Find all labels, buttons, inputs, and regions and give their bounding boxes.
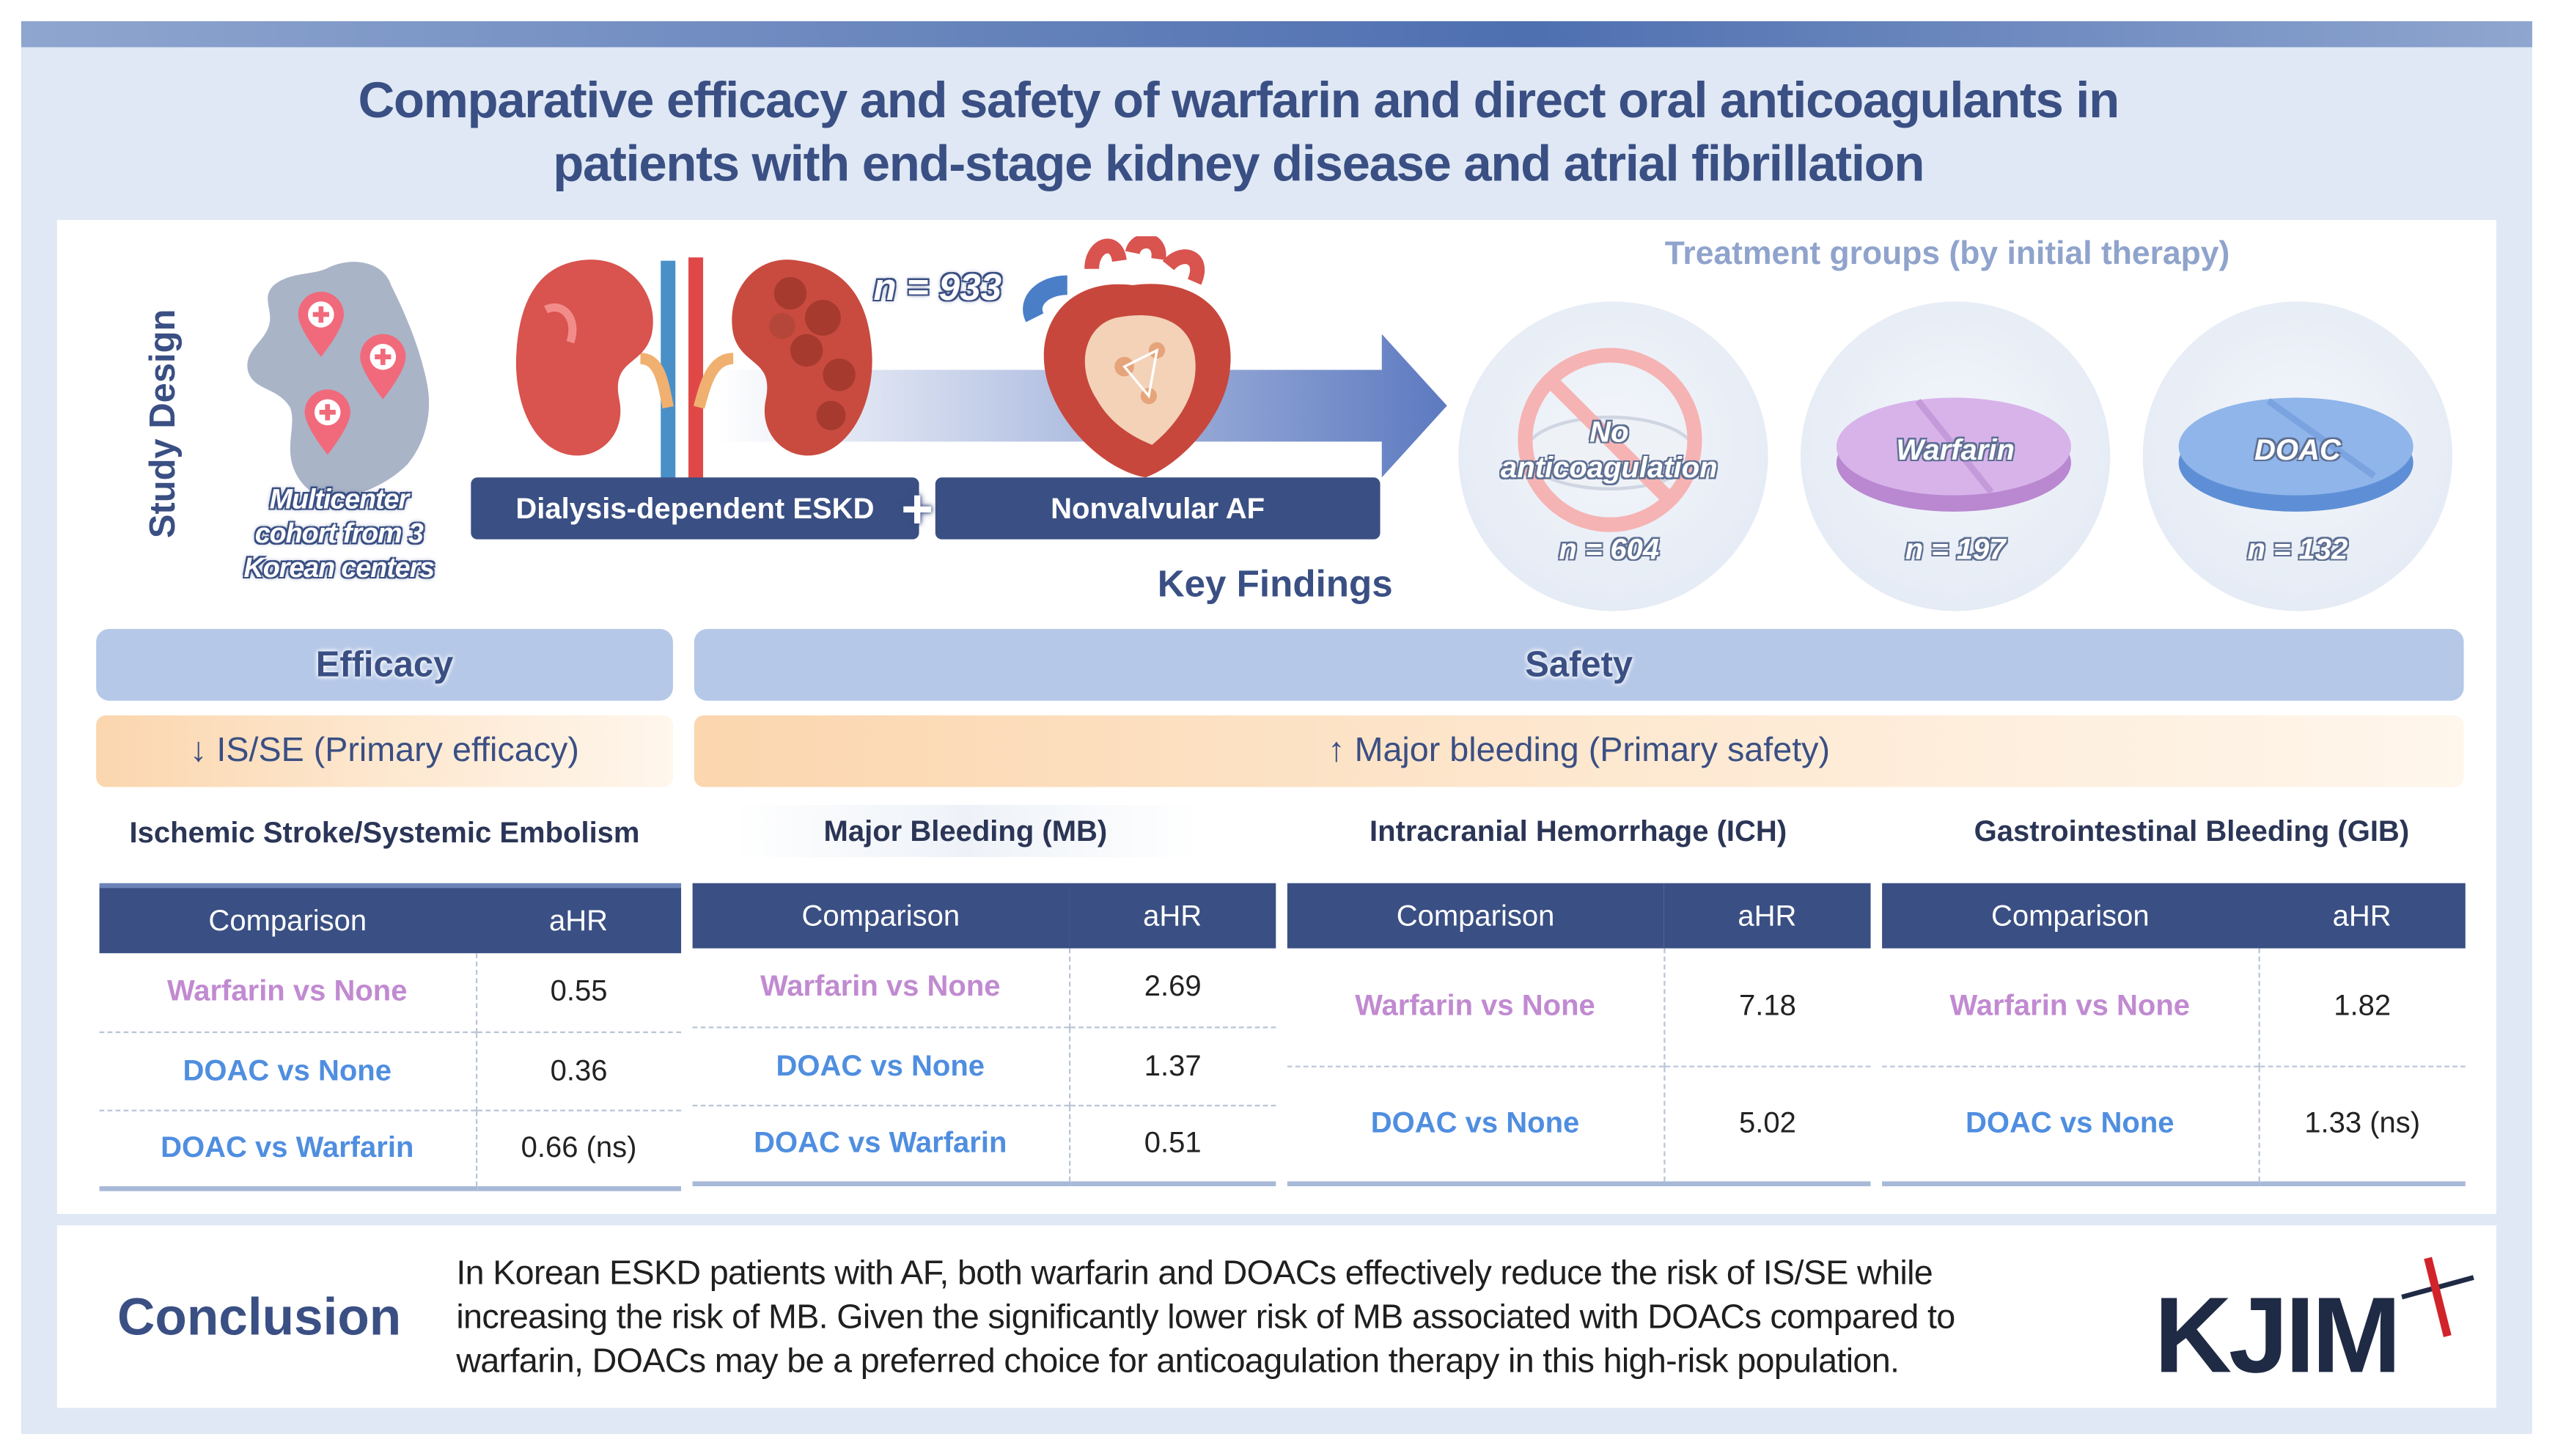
col-header-ahr: aHR bbox=[1069, 883, 1276, 949]
table-row: DOAC vs Warfarin 0.51 bbox=[692, 1103, 1276, 1185]
ahr-cell: 1.37 bbox=[1067, 1026, 1276, 1105]
doac-pill-icon bbox=[2178, 397, 2414, 512]
group-label-warfarin: Warfarin bbox=[1896, 433, 2015, 466]
comparison-cell: DOAC vs None bbox=[1287, 1065, 1664, 1185]
conclusion-line: In Korean ESKD patients with AF, both wa… bbox=[456, 1254, 1933, 1293]
table-row: Warfarin vs None 7.18 bbox=[1287, 948, 1871, 1066]
warfarin-pill-icon bbox=[1836, 397, 2071, 512]
study-design-label: Study Design bbox=[141, 309, 183, 539]
comparison-cell: DOAC vs None bbox=[99, 1030, 476, 1110]
ahr-cell: 0.55 bbox=[474, 953, 682, 1032]
comparison-cell: Warfarin vs None bbox=[166, 974, 408, 1008]
table-title-isse: Ischemic Stroke/Systemic Embolism bbox=[129, 816, 640, 849]
comparison-cell: DOAC vs Warfarin bbox=[692, 1103, 1070, 1185]
table-row: DOAC vs None 1.33 (ns) bbox=[1882, 1065, 2466, 1185]
results-table-gib: Comparison aHR Warfarin vs None 1.82 DOA… bbox=[1882, 883, 2466, 1185]
kjim-logo: KJIM bbox=[2154, 1257, 2480, 1406]
safety-header: Safety bbox=[694, 628, 2464, 701]
page-title: Comparative efficacy and safety of warfa… bbox=[98, 68, 2379, 195]
eskd-label: Dialysis-dependent ESKD bbox=[471, 477, 919, 540]
results-table-mb: Comparison aHR Warfarin vs None 2.69 DOA… bbox=[692, 883, 1276, 1185]
heart-icon bbox=[1023, 236, 1231, 478]
col-header-ahr: aHR bbox=[1663, 883, 1871, 949]
col-header-ahr: aHR bbox=[475, 885, 682, 954]
plus-sign: + bbox=[901, 479, 934, 541]
table-row: Warfarin vs None 1.82 bbox=[1882, 948, 2466, 1066]
treatment-groups-heading: Treatment groups (by initial therapy) bbox=[1664, 236, 2230, 273]
table-row: DOAC vs Warfarin 0.66 (ns) bbox=[99, 1108, 682, 1191]
group-n-doac: n = 132 bbox=[2247, 532, 2348, 566]
comparison-cell: DOAC vs Warfarin bbox=[99, 1108, 476, 1191]
location-pin-icon bbox=[304, 389, 350, 455]
title-line-2: patients with end-stage kidney disease a… bbox=[553, 135, 1924, 193]
conclusion-line: warfarin, DOACs may be a preferred choic… bbox=[456, 1342, 1900, 1380]
conclusion-panel bbox=[56, 1225, 2497, 1408]
table-row: Warfarin vs None 0.55 bbox=[100, 953, 682, 1032]
efficacy-header: Efficacy bbox=[96, 628, 673, 701]
ahr-cell: 0.36 bbox=[474, 1030, 682, 1110]
group-label-doac: DOAC bbox=[2254, 433, 2341, 466]
comparison-cell: DOAC vs None bbox=[692, 1026, 1070, 1105]
no-symbol-icon bbox=[1518, 348, 1702, 532]
table-title-gib: Gastrointestinal Bleeding (GIB) bbox=[1974, 815, 2410, 848]
comparison-cell: Warfarin vs None bbox=[1949, 989, 2191, 1023]
table-row: DOAC vs None 5.02 bbox=[1287, 1065, 1871, 1185]
group-label-none: No anticoagulation bbox=[1500, 415, 1718, 485]
group-n-none: n = 604 bbox=[1559, 532, 1660, 566]
kidney-icon bbox=[515, 257, 872, 489]
col-header-comparison: Comparison bbox=[1882, 883, 2259, 949]
conclusion-text: In Korean ESKD patients with AF, both wa… bbox=[456, 1251, 2151, 1383]
table-row: DOAC vs None 1.37 bbox=[692, 1026, 1276, 1105]
col-header-comparison: Comparison bbox=[1287, 883, 1664, 949]
key-findings-heading: Key Findings bbox=[1157, 562, 1393, 605]
korea-map-icon bbox=[247, 262, 430, 507]
col-header-ahr: aHR bbox=[2258, 883, 2466, 949]
comparison-cell: Warfarin vs None bbox=[1355, 989, 1595, 1023]
table-row: Warfarin vs None 2.69 bbox=[693, 948, 1276, 1027]
title-line-1: Comparative efficacy and safety of warfa… bbox=[358, 71, 2120, 129]
map-label: Multicenter cohort from 3 Korean centers bbox=[243, 484, 435, 584]
table-row: DOAC vs None 0.36 bbox=[99, 1030, 682, 1110]
results-table-isse: Comparison aHR Warfarin vs None 0.55 DOA… bbox=[99, 883, 682, 1191]
comparison-cell: DOAC vs None bbox=[1882, 1065, 2259, 1185]
location-pin-icon bbox=[360, 334, 406, 400]
logo-cross-icon bbox=[2401, 1257, 2474, 1337]
table-title-ich: Intracranial Hemorrhage (ICH) bbox=[1370, 815, 1787, 848]
ahr-cell: 5.02 bbox=[1663, 1065, 1871, 1185]
col-header-comparison: Comparison bbox=[692, 883, 1070, 949]
conclusion-line: increasing the risk of MB. Given the sig… bbox=[456, 1298, 1955, 1336]
ahr-cell: 1.82 bbox=[2257, 948, 2466, 1066]
top-accent-bar bbox=[21, 21, 2532, 48]
table-title-mb: Major Bleeding (MB) bbox=[733, 804, 1198, 858]
af-label: Nonvalvular AF bbox=[935, 477, 1381, 540]
ahr-cell: 1.33 (ns) bbox=[2257, 1065, 2466, 1185]
group-n-warfarin: n = 197 bbox=[1905, 532, 2006, 566]
location-pin-icon bbox=[298, 291, 344, 357]
safety-outcome: ↑ Major bleeding (Primary safety) bbox=[694, 715, 2464, 787]
comparison-cell: Warfarin vs None bbox=[760, 970, 1001, 1003]
ahr-cell: 2.69 bbox=[1067, 948, 1276, 1027]
n-total: n = 933 bbox=[873, 265, 1002, 309]
results-table-ich: Comparison aHR Warfarin vs None 7.18 DOA… bbox=[1287, 883, 1871, 1185]
efficacy-outcome: ↓ IS/SE (Primary efficacy) bbox=[96, 715, 673, 787]
ahr-cell: 0.51 bbox=[1067, 1103, 1276, 1185]
conclusion-heading: Conclusion bbox=[117, 1287, 402, 1346]
col-header-comparison: Comparison bbox=[99, 885, 476, 954]
ahr-cell: 0.66 (ns) bbox=[474, 1108, 682, 1191]
ahr-cell: 7.18 bbox=[1663, 948, 1871, 1066]
